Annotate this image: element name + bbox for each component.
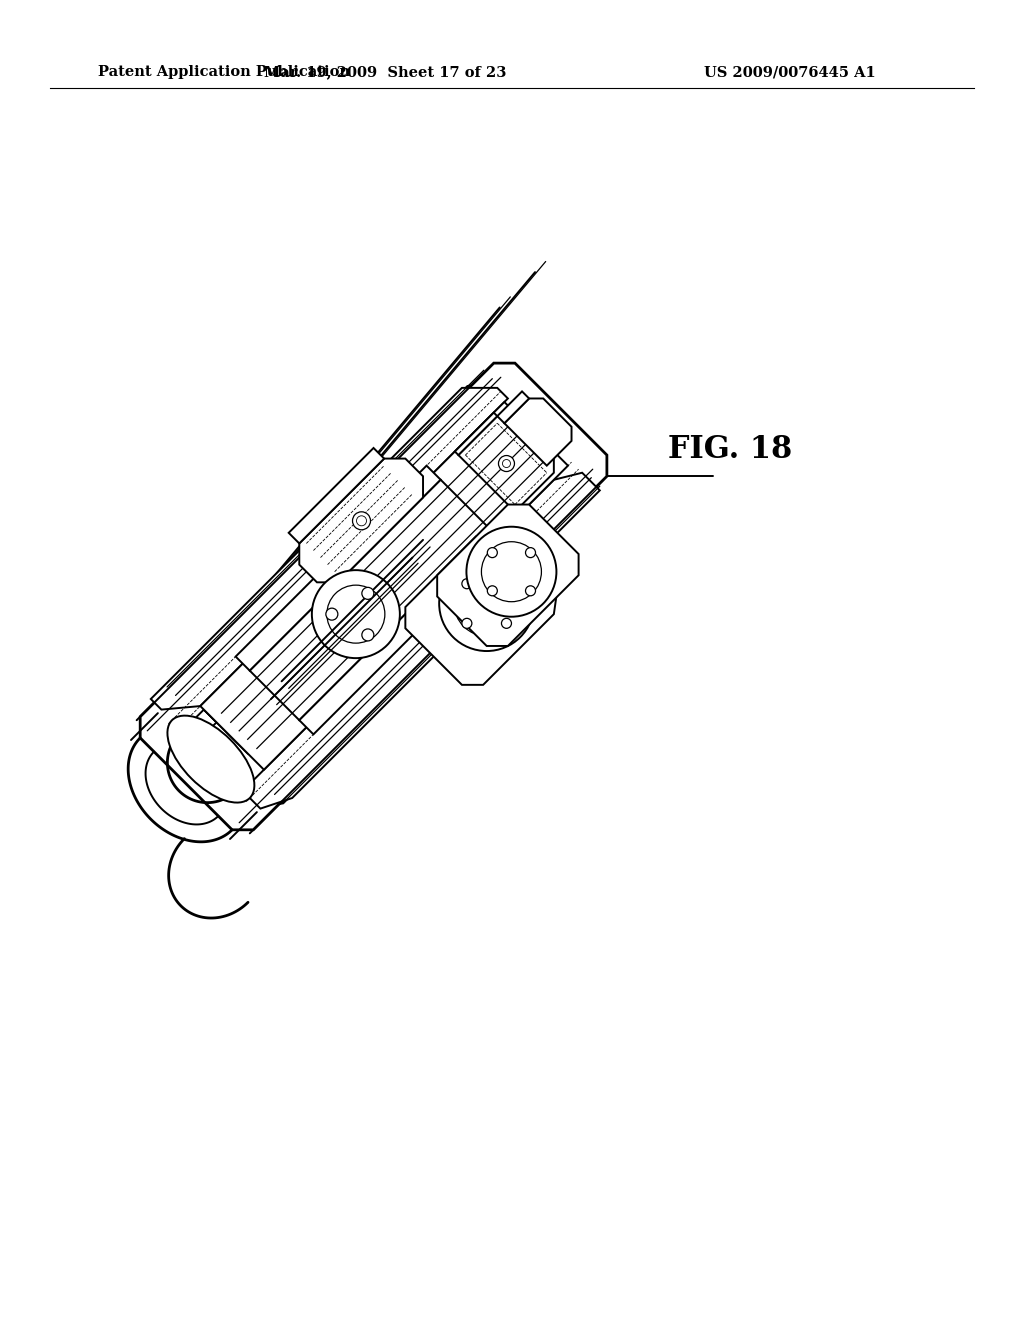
Circle shape xyxy=(503,459,511,467)
Polygon shape xyxy=(140,363,607,830)
Ellipse shape xyxy=(312,570,399,659)
Text: Mar. 19, 2009  Sheet 17 of 23: Mar. 19, 2009 Sheet 17 of 23 xyxy=(264,65,506,79)
Polygon shape xyxy=(406,533,557,685)
Ellipse shape xyxy=(466,527,556,616)
Circle shape xyxy=(487,548,498,557)
Circle shape xyxy=(352,512,371,529)
Polygon shape xyxy=(201,403,568,770)
Circle shape xyxy=(502,618,511,628)
Polygon shape xyxy=(186,710,216,741)
Polygon shape xyxy=(299,529,505,734)
Polygon shape xyxy=(289,447,384,544)
Ellipse shape xyxy=(329,586,383,642)
Polygon shape xyxy=(243,473,600,809)
Ellipse shape xyxy=(481,541,542,602)
Polygon shape xyxy=(437,504,579,645)
Circle shape xyxy=(502,578,511,589)
Ellipse shape xyxy=(455,572,519,636)
Circle shape xyxy=(499,455,514,471)
Circle shape xyxy=(356,516,367,525)
Text: US 2009/0076445 A1: US 2009/0076445 A1 xyxy=(705,65,876,79)
Text: Patent Application Publication: Patent Application Publication xyxy=(98,65,350,79)
Polygon shape xyxy=(204,689,238,722)
Text: FIG. 18: FIG. 18 xyxy=(668,434,793,466)
Polygon shape xyxy=(216,701,269,754)
Polygon shape xyxy=(505,399,571,466)
Circle shape xyxy=(487,586,498,595)
Circle shape xyxy=(462,618,472,628)
Ellipse shape xyxy=(327,585,385,643)
Polygon shape xyxy=(236,466,440,671)
Ellipse shape xyxy=(439,556,535,651)
Ellipse shape xyxy=(167,715,254,803)
Polygon shape xyxy=(151,388,508,710)
Circle shape xyxy=(462,578,472,589)
Polygon shape xyxy=(498,392,529,424)
Circle shape xyxy=(361,587,374,599)
Circle shape xyxy=(525,548,536,557)
Polygon shape xyxy=(459,416,554,512)
Polygon shape xyxy=(162,383,588,809)
Polygon shape xyxy=(250,479,490,721)
Circle shape xyxy=(326,609,338,620)
Polygon shape xyxy=(299,458,423,582)
Circle shape xyxy=(372,603,382,614)
Circle shape xyxy=(361,628,374,642)
Polygon shape xyxy=(455,413,498,455)
Polygon shape xyxy=(225,455,471,701)
Circle shape xyxy=(348,606,364,622)
Circle shape xyxy=(345,631,355,640)
Ellipse shape xyxy=(313,572,398,656)
Circle shape xyxy=(525,586,536,595)
Polygon shape xyxy=(238,467,502,733)
Polygon shape xyxy=(269,499,515,744)
